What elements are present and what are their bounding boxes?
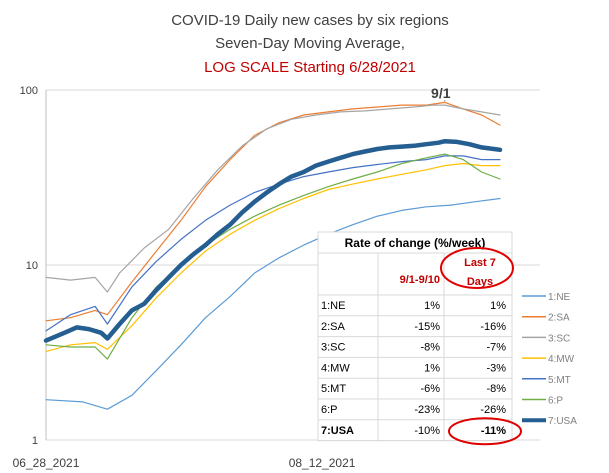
y-tick-label: 10 (26, 260, 38, 272)
legend-label: 2:SA (548, 313, 570, 324)
col-header-last-7-days: Days (467, 276, 493, 288)
y-tick-label: 100 (20, 85, 38, 97)
table-cell-rate-last-7-days: 1% (490, 300, 506, 312)
table-cell-region: 2:SA (321, 321, 346, 333)
table-cell-region: 7:USA (321, 425, 354, 437)
table-cell-region: 1:NE (321, 300, 345, 312)
table-cell-rate-9-1-9-10: 1% (424, 362, 440, 374)
chart-title-line-2: Seven-Day Moving Average, (215, 35, 405, 52)
series-line-7-usa (43, 138, 503, 343)
table-cell-rate-9-1-9-10: -10% (414, 425, 440, 437)
series-line-2-sa (45, 101, 501, 322)
legend: 1:NE 2:SA 3:SC 4:MW 5:MT 6:P 7:USA (522, 292, 577, 427)
table-cell-rate-9-1-9-10: -8% (420, 342, 440, 354)
legend-label: 5:MT (548, 375, 571, 386)
annotation-label: 9/1 (431, 85, 451, 101)
legend-label: 4:MW (548, 354, 575, 365)
table-title: Rate of change (%/week) (345, 236, 486, 250)
series-line-6-p (45, 153, 501, 360)
table-cell-rate-last-7-days: -3% (486, 362, 506, 374)
legend-label: 1:NE (548, 292, 571, 303)
table-cell-rate-9-1-9-10: -15% (414, 321, 440, 333)
legend-label: 3:SC (548, 333, 570, 344)
col-header-9-1-9-10: 9/1-9/10 (400, 274, 440, 286)
highlight-oval-usa (448, 417, 522, 446)
rate-of-change-table: Rate of change (%/week) 9/1-9/10 Last 7 Day… (317, 231, 522, 446)
chart-title: COVID-19 Daily new cases by six regions … (171, 12, 449, 76)
table-cell-rate-9-1-9-10: -23% (414, 404, 440, 416)
table-cell-rate-last-7-days: -11% (481, 425, 506, 437)
plot-area: 1 10 100 06_28_2021 08_12_2021 9/1 (13, 85, 540, 470)
series-line-1-ne (45, 197, 501, 410)
chart-title-line-3: LOG SCALE Starting 6/28/2021 (204, 59, 416, 76)
table-cell-rate-last-7-days: -8% (486, 383, 506, 395)
x-tick-label: 08_12_2021 (289, 456, 356, 470)
highlight-oval-header (440, 247, 514, 289)
table-cell-region: 6:P (321, 404, 338, 416)
legend-label: 6:P (548, 396, 563, 407)
table-cell-region: 3:SC (321, 342, 346, 354)
x-tick-label: 06_28_2021 (13, 456, 80, 470)
legend-label: 7:USA (548, 416, 577, 427)
table-cell-region: 5:MT (321, 383, 346, 395)
col-header-last-7-days: Last 7 (464, 257, 496, 269)
table-cell-rate-last-7-days: -16% (480, 321, 506, 333)
table-cell-rate-9-1-9-10: 1% (424, 300, 440, 312)
table-cell-rate-last-7-days: -7% (486, 342, 506, 354)
chart-title-line-1: COVID-19 Daily new cases by six regions (171, 12, 449, 29)
table-cell-region: 4:MW (321, 362, 350, 374)
table-cell-rate-last-7-days: -26% (480, 404, 506, 416)
series-line-3-sc (45, 104, 501, 293)
series-line-4-mw (45, 162, 501, 353)
table-cell-rate-9-1-9-10: -6% (420, 383, 440, 395)
y-tick-label: 1 (32, 435, 38, 447)
